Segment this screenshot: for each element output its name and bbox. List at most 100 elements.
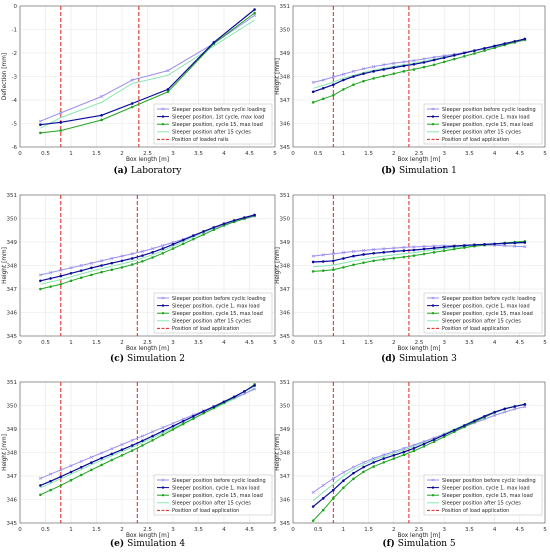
axes-frame: [19, 381, 276, 524]
y-tick-label: 346: [280, 311, 291, 317]
data-point-cycle1: [151, 251, 154, 254]
data-point-cycle1: [483, 415, 486, 418]
x-tick-label: 3: [442, 151, 446, 157]
data-point-before: [89, 261, 93, 265]
data-point-cycle15: [120, 454, 124, 457]
data-point-cycle1: [513, 39, 517, 43]
x-tick-label: 0: [291, 340, 295, 346]
data-point-cycle1: [352, 471, 355, 475]
data-point-cycle1: [171, 243, 175, 246]
data-point-cycle15: [412, 449, 416, 453]
x-tick-label: 2.5: [143, 340, 152, 346]
data-point-before: [242, 392, 246, 396]
axes-frame: [19, 5, 276, 148]
legend-label: Position of load application: [442, 508, 509, 514]
data-point-cycle15: [442, 60, 446, 64]
x-tick-label: 2.5: [415, 527, 424, 533]
x-tick-label: 0: [18, 340, 22, 346]
data-point-before: [171, 421, 175, 425]
data-point-cycle15: [130, 449, 134, 452]
data-point-before: [382, 247, 386, 251]
panel-caption-text: Simulation 2: [127, 354, 185, 364]
legend-label: Sleeper position, cycle 15, max load: [442, 493, 533, 499]
y-tick-label: 351: [280, 380, 291, 386]
data-point-cycle15: [110, 268, 114, 272]
y-tick-label: 345: [280, 521, 291, 527]
data-point-before: [69, 266, 73, 270]
data-point-cycle1: [151, 434, 154, 438]
data-point-cycle15: [49, 285, 52, 288]
legend-marker-cycle1: [431, 486, 435, 489]
data-point-cycle1: [202, 230, 205, 233]
legend-marker-before: [431, 107, 435, 111]
legend-label: Sleeper position before cyclic loading: [172, 296, 266, 302]
data-point-cycle15: [141, 259, 144, 263]
data-point-cycle1: [372, 70, 375, 73]
data-point-cycle1: [513, 405, 517, 408]
legend-label: Sleeper position after 15 cycles: [172, 501, 251, 507]
data-point-cycle15: [372, 259, 375, 263]
data-point-cycle15: [362, 470, 365, 474]
x-tick-label: 3: [171, 151, 175, 157]
legend-label: Position of load application: [172, 326, 239, 332]
x-tick-label: 1.5: [364, 340, 373, 346]
x-tick-label: 2: [392, 527, 396, 533]
x-tick-label: 3: [442, 340, 446, 346]
data-point-before: [120, 442, 124, 447]
x-tick-label: 3: [442, 527, 446, 533]
y-tick-label: 350: [280, 217, 291, 223]
data-point-cycle1: [513, 241, 517, 245]
data-point-cycle15: [171, 428, 175, 431]
panel-letter: (a): [114, 165, 128, 176]
y-tick-label: 349: [280, 51, 291, 57]
x-tick-label: 1: [342, 151, 346, 157]
legend-box: [423, 474, 543, 516]
series-line-cycle15: [312, 403, 525, 521]
data-point-cycle1: [372, 251, 375, 255]
y-tick-label: 351: [280, 4, 291, 10]
series-line-before: [313, 39, 525, 83]
x-tick-label: 1.5: [92, 340, 101, 346]
data-point-cycle15: [311, 101, 315, 104]
data-point-cycle15: [422, 252, 426, 256]
legend-label: Sleeper position after 15 cycles: [172, 130, 251, 136]
x-tick-label: 1: [69, 151, 73, 157]
data-point-before: [321, 253, 325, 257]
x-tick-label: 1: [69, 527, 73, 533]
data-point-before: [89, 455, 93, 459]
data-point-before: [341, 470, 345, 475]
y-axis-label: Height [mm]: [2, 434, 8, 471]
data-point-before: [392, 61, 396, 65]
y-axis-label: Height [mm]: [275, 247, 281, 284]
y-tick-label: 351: [7, 193, 18, 199]
data-point-cycle15: [332, 268, 335, 272]
data-point-cycle1: [342, 479, 345, 483]
data-point-before: [38, 476, 42, 480]
data-point-cycle15: [166, 90, 170, 94]
panel-caption: (b) Simulation 1: [381, 165, 457, 176]
data-point-before: [392, 450, 396, 454]
data-point-before: [351, 249, 356, 253]
x-tick-label: 3.5: [194, 527, 203, 533]
legend-marker-cycle1: [161, 304, 165, 307]
series-line-after15: [40, 19, 255, 129]
x-tick-label: 2.5: [415, 151, 424, 157]
data-point-cycle1: [463, 51, 466, 55]
legend-marker-before: [161, 478, 165, 482]
data-point-cycle1: [493, 44, 496, 48]
y-tick-label: 347: [7, 474, 18, 480]
legend-label: Sleeper position after 15 cycles: [172, 319, 251, 325]
data-point-before: [382, 453, 386, 457]
y-axis-label: Height [mm]: [275, 434, 281, 471]
y-tick-label: 349: [280, 240, 291, 246]
x-tick-label: 0.5: [41, 340, 50, 346]
data-point-cycle1: [463, 424, 466, 427]
y-tick-label: 348: [280, 75, 291, 81]
data-point-before: [351, 69, 356, 73]
data-point-before: [100, 94, 104, 99]
data-point-cycle15: [100, 118, 103, 122]
x-tick-label: 2: [392, 151, 396, 157]
data-point-before: [140, 434, 144, 438]
data-point-cycle1: [412, 62, 416, 66]
data-point-cycle1: [342, 78, 345, 82]
